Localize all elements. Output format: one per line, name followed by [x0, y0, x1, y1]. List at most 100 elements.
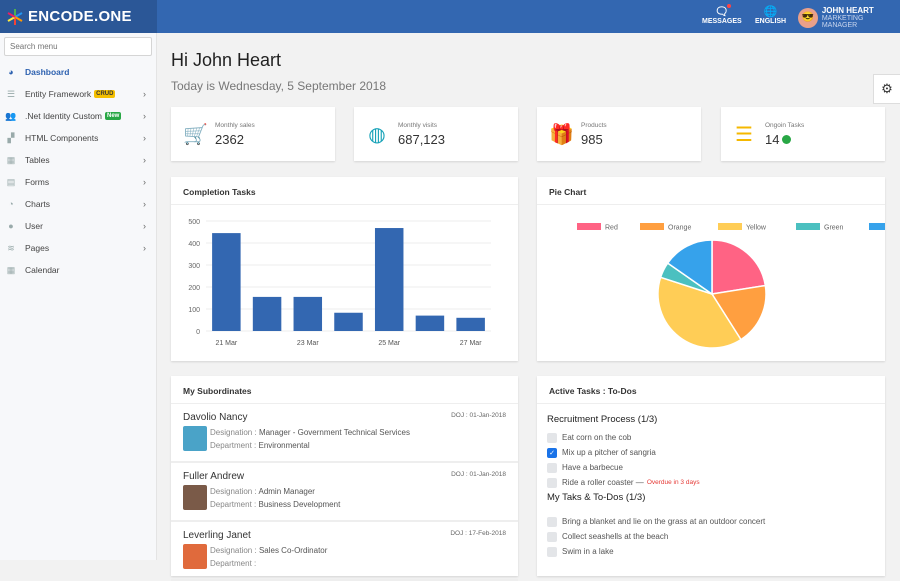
- stat-label: Monthly sales: [215, 121, 255, 129]
- todo-text: Swim in a lake: [562, 547, 614, 556]
- chevron-right-icon: ›: [143, 199, 146, 209]
- y-tick-label: 400: [188, 241, 200, 248]
- chevron-right-icon: ›: [143, 243, 146, 253]
- messages-button[interactable]: 🗨 MESSAGES: [702, 4, 742, 25]
- cart-icon: 🛒: [183, 123, 208, 146]
- subordinate-item[interactable]: Leverling Janet DOJ : 17-Feb-2018 Designa…: [171, 522, 518, 581]
- todo-checkbox[interactable]: [547, 477, 557, 488]
- sidebar-item-forms[interactable]: ▤ Forms ›: [0, 171, 156, 193]
- message-icon: 🗨: [702, 4, 742, 18]
- stat-card: ☰ Ongoin Tasks 14: [721, 107, 885, 161]
- gear-icon: ⚙: [881, 81, 893, 96]
- legend-swatch: [869, 223, 893, 230]
- sidebar-item-label: Pages: [25, 243, 50, 253]
- sidebar-badge: CRUD: [94, 90, 116, 98]
- logo-icon: [7, 8, 23, 25]
- sidebar-item-label: User: [25, 221, 43, 231]
- sidebar-item-calendar[interactable]: ▦ Calendar: [0, 259, 156, 281]
- dashboard-icon: ◕: [8, 67, 14, 77]
- pie-chart-card: Pie Chart RedOrangeYellowGreenBlue: [537, 177, 900, 361]
- todo-text: Eat corn on the cob: [562, 433, 632, 442]
- pie-slice: [710, 284, 767, 341]
- search-menu-input[interactable]: [4, 37, 152, 56]
- completion-tasks-card: Completion Tasks 0 100 200 300 400 500 21 Mar 2…: [171, 177, 518, 361]
- todo-item: Swim in a lake: [547, 544, 875, 559]
- sidebar-item-entity-framework[interactable]: ☰ Entity Framework CRUD ›: [0, 83, 156, 105]
- calendar-icon: ▦: [6, 264, 16, 275]
- sidebar-nav: ◕ Dashboard ☰ Entity Framework CRUD › 👥 .Net Id…: [0, 61, 156, 281]
- todo-text: Have a barbecue: [562, 463, 623, 472]
- bar: [415, 315, 445, 331]
- stat-card: 🛒 Monthly sales 2362: [171, 107, 335, 161]
- sidebar-item-label: .Net Identity Custom: [25, 111, 103, 121]
- subordinate-name: Leverling Janet: [183, 530, 251, 541]
- gift-icon: 🎁: [549, 123, 574, 146]
- sidebar-item-dashboard[interactable]: ◕ Dashboard: [0, 61, 156, 83]
- card-title: Completion Tasks: [171, 177, 518, 205]
- card-title: Active Tasks : To-Dos: [537, 376, 885, 404]
- todo-item: Have a barbecue: [547, 460, 875, 475]
- todo-checkbox[interactable]: [547, 432, 557, 443]
- subordinate-item[interactable]: Davolio Nancy DOJ : 01-Jan-2018 Designati…: [171, 404, 518, 463]
- language-button[interactable]: 🌐 ENGLISH: [755, 6, 786, 25]
- sidebar-item-charts[interactable]: ◔ Charts ›: [0, 193, 156, 215]
- stat-card: 🎁 Products 985: [537, 107, 701, 161]
- top-bar: ENCODE.ONE 🗨 MESSAGES 🌐 ENGLISH 😎 JOHN H…: [0, 0, 900, 33]
- todo-item: Bring a blanket and lie on the grass at …: [547, 514, 875, 529]
- todo-item: Eat corn on the cob: [547, 430, 875, 445]
- page-title: Hi John Heart: [171, 50, 282, 70]
- sidebar-item-tables[interactable]: ▦ Tables ›: [0, 149, 156, 171]
- todo-text: Bring a blanket and lie on the grass at …: [562, 517, 766, 526]
- sidebar-item-html-components[interactable]: ▞ HTML Components ›: [0, 127, 156, 149]
- legend-swatch: [577, 223, 601, 230]
- sidebar-item-net-identity-custom[interactable]: 👥 .Net Identity Custom New ›: [0, 105, 156, 127]
- subordinates-card: My Subordinates Davolio Nancy DOJ : 01-Ja…: [171, 376, 518, 581]
- user-name: JOHN HEART: [821, 6, 874, 15]
- legend-label: Yellow: [746, 225, 767, 232]
- pie-slice: [711, 239, 767, 295]
- chevron-right-icon: ›: [143, 133, 146, 143]
- date-text: Today is Wednesday, 5 September 2018: [171, 79, 387, 93]
- legend-label: Red: [605, 225, 618, 232]
- doj: DOJ : 01-Jan-2018: [451, 471, 506, 478]
- layers-icon: ≋: [7, 242, 15, 253]
- todo-item: Collect seashells at the beach: [547, 529, 875, 544]
- todo-checkbox[interactable]: [547, 531, 557, 542]
- todos-card: Active Tasks : To-Dos Recruitment Proces…: [537, 376, 885, 576]
- todo-checkbox[interactable]: [547, 516, 557, 527]
- chevron-right-icon: ›: [143, 177, 146, 187]
- doj: DOJ : 01-Jan-2018: [451, 412, 506, 419]
- sidebar-badge: New: [105, 112, 122, 120]
- pie-chart-icon: ◔: [8, 199, 14, 209]
- logo[interactable]: ENCODE.ONE: [0, 0, 157, 33]
- designation-label: Designation :: [210, 546, 257, 555]
- designation-label: Designation :: [210, 428, 257, 437]
- avatar: 😎: [798, 7, 818, 28]
- todo-checkbox[interactable]: ✓: [547, 447, 557, 458]
- sidebar-item-label: Calendar: [25, 265, 60, 275]
- todo-checkbox[interactable]: [547, 546, 557, 557]
- sidebar-item-pages[interactable]: ≋ Pages ›: [0, 237, 156, 259]
- department-label: Department :: [210, 500, 257, 509]
- todo-checkbox[interactable]: [547, 462, 557, 473]
- sidebar-item-label: Forms: [25, 177, 50, 187]
- users-icon: 👥: [5, 110, 17, 121]
- card-title: My Subordinates: [171, 376, 518, 404]
- y-tick-label: 0: [196, 329, 200, 336]
- doj: DOJ : 17-Feb-2018: [450, 530, 506, 537]
- sidebar-item-user[interactable]: ● User ›: [0, 215, 156, 237]
- user-menu[interactable]: 😎 JOHN HEART MARKETING MANAGER: [798, 6, 900, 29]
- globe-icon: 🌐: [763, 6, 778, 18]
- todo-text: Ride a roller coaster —: [562, 478, 644, 487]
- pie-chart: RedOrangeYellowGreenBlue: [577, 223, 900, 349]
- stat-value: 14: [765, 131, 780, 147]
- stat-label: Products: [581, 121, 607, 129]
- form-icon: ▤: [6, 176, 16, 187]
- subordinate-item[interactable]: Fuller Andrew DOJ : 01-Jan-2018 Designati…: [171, 463, 518, 522]
- legend-swatch: [796, 223, 820, 230]
- settings-button[interactable]: ⚙: [873, 74, 900, 104]
- stat-card: ◍ Monthly visits 687,123: [354, 107, 518, 161]
- sidebar-item-label: HTML Components: [25, 133, 99, 143]
- department: Business Development: [258, 500, 341, 509]
